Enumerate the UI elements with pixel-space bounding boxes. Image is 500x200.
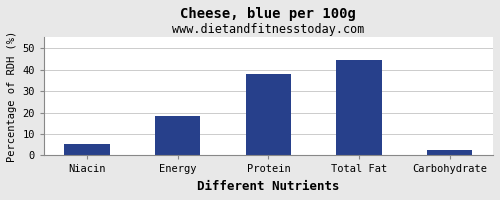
Bar [246,74,291,155]
X-axis label: Different Nutrients: Different Nutrients [197,180,340,193]
Bar [64,144,110,155]
Bar [427,150,472,155]
Y-axis label: Percentage of RDH (%): Percentage of RDH (%) [7,31,17,162]
Title: Cheese, blue per 100g: Cheese, blue per 100g [180,7,356,21]
Bar [336,60,382,155]
Bar [155,116,200,155]
Text: www.dietandfitnesstoday.com: www.dietandfitnesstoday.com [172,23,364,36]
